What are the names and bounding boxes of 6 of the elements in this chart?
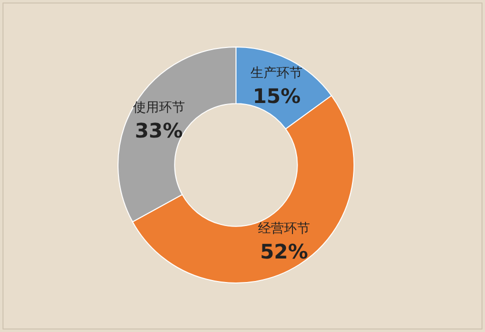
data-label: 33% (134, 118, 183, 142)
slice-label: 生产环节 (250, 66, 303, 82)
slice-label: 使用环节 (132, 100, 185, 116)
data-label: 52% (260, 240, 308, 264)
slice-label: 经营环节 (258, 222, 310, 237)
data-label: 15% (252, 84, 301, 108)
